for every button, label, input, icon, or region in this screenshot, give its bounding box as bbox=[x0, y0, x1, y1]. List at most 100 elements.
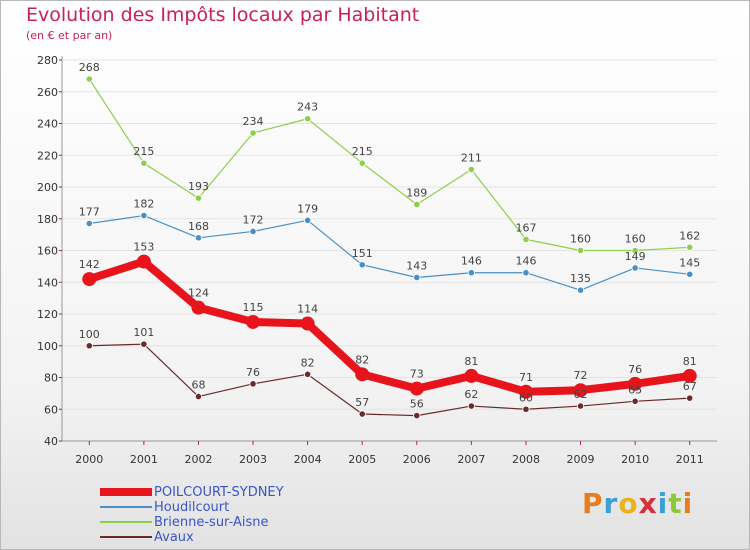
legend-swatch bbox=[100, 536, 152, 538]
logo-letter: i bbox=[657, 487, 669, 520]
legend-label: POILCOURT-SYDNEY bbox=[154, 485, 284, 500]
data-label-poilcourt-sydney: 76 bbox=[628, 363, 642, 376]
data-point-avaux bbox=[522, 405, 530, 413]
data-label-brienne-sur-aisne: 167 bbox=[515, 221, 536, 234]
data-label-houdilcourt: 149 bbox=[625, 250, 646, 263]
y-tick-label: 100 bbox=[37, 340, 58, 353]
data-label-avaux: 101 bbox=[133, 326, 154, 339]
data-point-brienne-sur-aisne bbox=[576, 246, 585, 255]
data-point-brienne-sur-aisne bbox=[522, 235, 530, 243]
logo-letter: P bbox=[582, 487, 604, 520]
data-label-avaux: 65 bbox=[628, 383, 642, 396]
logo-letter: x bbox=[638, 487, 658, 520]
x-tick-label: 2000 bbox=[75, 453, 103, 466]
legend-label: Avaux bbox=[154, 530, 194, 545]
data-point-houdilcourt bbox=[522, 269, 530, 277]
y-tick-label: 60 bbox=[44, 403, 58, 416]
data-label-avaux: 76 bbox=[246, 366, 260, 379]
data-point-poilcourt-sydney bbox=[136, 254, 151, 269]
data-label-houdilcourt: 179 bbox=[297, 202, 318, 215]
data-label-poilcourt-sydney: 73 bbox=[410, 368, 424, 381]
data-point-houdilcourt bbox=[249, 227, 257, 236]
logo-letter: o bbox=[618, 487, 639, 520]
data-label-avaux: 67 bbox=[683, 380, 697, 393]
data-point-houdilcourt bbox=[631, 264, 639, 272]
legend-label: Houdilcourt bbox=[154, 500, 230, 515]
data-point-houdilcourt bbox=[304, 216, 312, 224]
data-label-houdilcourt: 146 bbox=[461, 255, 482, 268]
legend-swatch bbox=[100, 506, 152, 508]
data-point-brienne-sur-aisne bbox=[304, 115, 312, 123]
data-point-poilcourt-sydney bbox=[300, 316, 315, 331]
data-point-brienne-sur-aisne bbox=[358, 159, 366, 167]
y-tick-label: 140 bbox=[37, 276, 58, 289]
y-tick-label: 240 bbox=[37, 118, 58, 131]
data-label-houdilcourt: 172 bbox=[243, 213, 264, 226]
y-tick-label: 200 bbox=[37, 181, 58, 194]
series-line-poilcourt-sydney bbox=[85, 257, 694, 396]
legend-swatch bbox=[100, 521, 152, 523]
data-point-poilcourt-sydney bbox=[409, 381, 424, 396]
series-line-houdilcourt bbox=[88, 214, 691, 291]
data-point-houdilcourt bbox=[85, 219, 93, 228]
data-label-avaux: 62 bbox=[464, 388, 478, 401]
data-label-brienne-sur-aisne: 160 bbox=[625, 233, 646, 246]
data-label-brienne-sur-aisne: 215 bbox=[352, 145, 373, 158]
data-point-poilcourt-sydney bbox=[518, 384, 533, 399]
x-axis-ticks: 2000 2001 2002 2003 2004 2005 2006 2007 2008 2009… bbox=[75, 441, 704, 466]
data-point-avaux bbox=[467, 402, 475, 410]
data-label-houdilcourt: 151 bbox=[352, 247, 373, 260]
data-point-brienne-sur-aisne bbox=[85, 75, 93, 83]
data-point-poilcourt-sydney bbox=[682, 368, 697, 383]
data-label-poilcourt-sydney: 81 bbox=[464, 355, 478, 368]
data-point-poilcourt-sydney bbox=[191, 300, 206, 315]
logo-letter: t bbox=[668, 487, 683, 520]
data-label-poilcourt-sydney: 72 bbox=[574, 369, 588, 382]
data-point-brienne-sur-aisne bbox=[631, 246, 639, 255]
chart-subtitle: (en € et par an) bbox=[26, 29, 113, 42]
x-tick-label: 2010 bbox=[621, 453, 649, 466]
x-tick-label: 2004 bbox=[294, 453, 322, 466]
data-point-poilcourt-sydney bbox=[82, 272, 97, 287]
data-label-avaux: 62 bbox=[574, 388, 588, 401]
data-point-houdilcourt bbox=[576, 286, 585, 294]
data-label-avaux: 60 bbox=[519, 391, 533, 404]
data-label-avaux: 68 bbox=[191, 379, 205, 392]
data-point-avaux bbox=[140, 340, 148, 348]
data-point-poilcourt-sydney bbox=[355, 367, 370, 382]
data-point-houdilcourt bbox=[140, 211, 148, 220]
x-tick-label: 2007 bbox=[457, 453, 485, 466]
series-line-brienne-sur-aisne bbox=[88, 78, 691, 252]
axes bbox=[61, 56, 717, 442]
data-point-poilcourt-sydney bbox=[628, 376, 643, 391]
x-tick-label: 2002 bbox=[184, 453, 212, 466]
line-chart: 40 60 80 100 120 140 160 180 200 220 240 260 280 200… bbox=[37, 54, 717, 466]
x-tick-label: 2005 bbox=[348, 453, 376, 466]
logo-letter: i bbox=[682, 487, 694, 520]
logo-letter: r bbox=[603, 487, 619, 520]
x-tick-label: 2003 bbox=[239, 453, 267, 466]
data-point-poilcourt-sydney bbox=[464, 368, 479, 383]
data-label-poilcourt-sydney: 71 bbox=[519, 371, 533, 384]
data-point-avaux bbox=[631, 397, 639, 405]
legend-swatch bbox=[100, 488, 152, 496]
chart-title: Evolution des Impôts locaux par Habitant bbox=[26, 4, 420, 26]
y-tick-label: 180 bbox=[37, 213, 58, 226]
data-label-poilcourt-sydney: 142 bbox=[79, 258, 100, 271]
data-label-brienne-sur-aisne: 160 bbox=[570, 233, 591, 246]
data-label-brienne-sur-aisne: 162 bbox=[679, 229, 700, 242]
data-label-brienne-sur-aisne: 243 bbox=[297, 101, 318, 114]
data-point-avaux bbox=[413, 411, 421, 420]
data-label-brienne-sur-aisne: 193 bbox=[188, 180, 209, 193]
data-label-brienne-sur-aisne: 268 bbox=[79, 61, 100, 74]
x-tick-label: 2008 bbox=[512, 453, 540, 466]
y-tick-label: 80 bbox=[44, 372, 58, 385]
data-point-brienne-sur-aisne bbox=[140, 159, 148, 167]
data-point-brienne-sur-aisne bbox=[686, 243, 694, 251]
data-point-houdilcourt bbox=[413, 273, 421, 282]
data-label-brienne-sur-aisne: 211 bbox=[461, 152, 482, 165]
data-label-brienne-sur-aisne: 234 bbox=[243, 115, 264, 128]
data-label-poilcourt-sydney: 82 bbox=[355, 353, 369, 366]
y-tick-label: 220 bbox=[37, 149, 58, 162]
x-tick-label: 2009 bbox=[567, 453, 595, 466]
